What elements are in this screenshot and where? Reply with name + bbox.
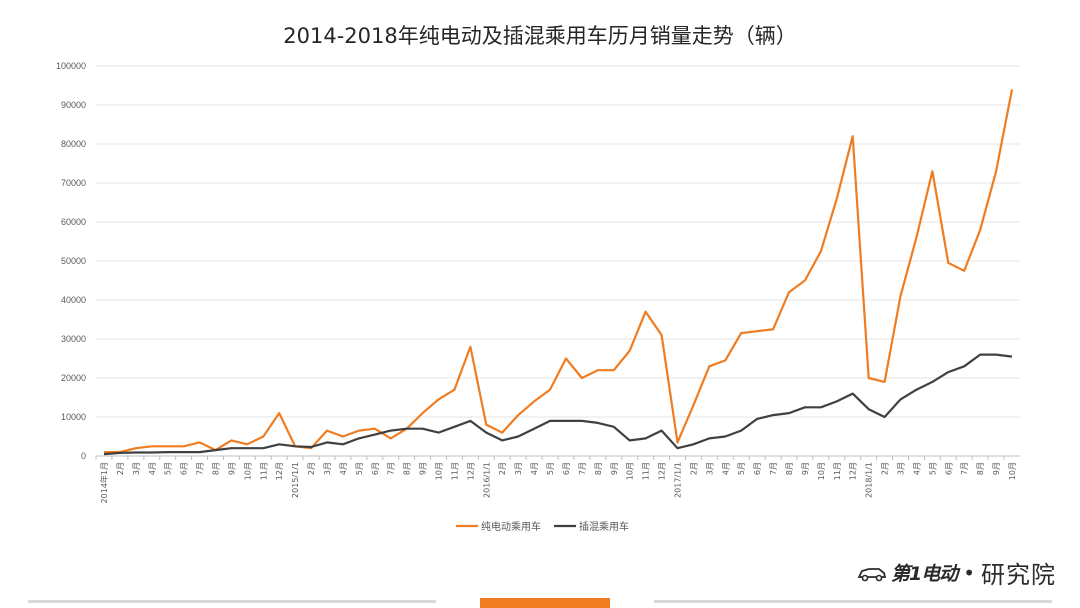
y-tick-label: 100000 bbox=[56, 61, 86, 71]
x-tick-label: 11月 bbox=[642, 462, 651, 480]
footer-rule-right bbox=[654, 600, 1052, 603]
x-tick-label: 3月 bbox=[514, 462, 523, 475]
chart-title: 2014-2018年纯电动及插混乘用车历月销量走势（辆） bbox=[283, 24, 797, 48]
x-tick-label: 7月 bbox=[387, 462, 396, 475]
x-tick-label: 11月 bbox=[450, 462, 459, 480]
x-tick-label: 3月 bbox=[705, 462, 714, 475]
x-tick-label: 2月 bbox=[881, 462, 890, 475]
x-tick-label: 2016/1/1 bbox=[482, 462, 491, 498]
x-tick-label: 8月 bbox=[976, 462, 985, 475]
x-tick-label: 8月 bbox=[785, 462, 794, 475]
x-tick-label: 12月 bbox=[849, 462, 858, 480]
x-tick-label: 12月 bbox=[275, 462, 284, 480]
x-tick-label: 2月 bbox=[307, 462, 316, 475]
x-tick-label: 9月 bbox=[992, 462, 1001, 475]
x-tick-label: 12月 bbox=[658, 462, 667, 480]
y-tick-label: 60000 bbox=[61, 217, 86, 227]
legend: 纯电动乘用车 插混乘用车 bbox=[456, 520, 629, 533]
y-axis-ticks: 0 10000 20000 30000 40000 50000 60000 70000 8000… bbox=[56, 61, 86, 461]
x-tick-label: 10月 bbox=[243, 462, 252, 480]
x-tick-label: 5月 bbox=[355, 462, 364, 475]
x-tick-label: 2017/1/1 bbox=[673, 462, 682, 498]
x-tick-label: 2月 bbox=[689, 462, 698, 475]
series-line-1 bbox=[104, 89, 1014, 454]
x-tick-label: 4月 bbox=[148, 462, 157, 475]
x-tick-label: 7月 bbox=[578, 462, 587, 475]
x-tick-label: 2018/1/1 bbox=[865, 462, 874, 498]
x-tick-label: 7月 bbox=[960, 462, 969, 475]
legend-label: 插混乘用车 bbox=[579, 520, 629, 533]
y-tick-label: 70000 bbox=[61, 178, 86, 188]
x-tick-label: 10月 bbox=[817, 462, 826, 480]
y-tick-label: 90000 bbox=[61, 100, 86, 110]
x-tick-label: 4月 bbox=[530, 462, 539, 475]
x-tick-label: 4月 bbox=[912, 462, 921, 475]
x-tick-label: 6月 bbox=[371, 462, 380, 475]
x-tick-label: 9月 bbox=[801, 462, 810, 475]
x-tick-label: 3月 bbox=[132, 462, 141, 475]
series-line-2 bbox=[103, 353, 1013, 456]
x-tick-label: 3月 bbox=[323, 462, 332, 475]
x-tick-label: 12月 bbox=[466, 462, 475, 480]
x-tick-label: 9月 bbox=[610, 462, 619, 475]
logo-separator: • bbox=[963, 560, 975, 585]
x-tick-label: 3月 bbox=[897, 462, 906, 475]
footer-accent-bar bbox=[480, 598, 610, 608]
x-tick-label: 6月 bbox=[562, 462, 571, 475]
x-tick-label: 7月 bbox=[196, 462, 205, 475]
x-tick-label: 5月 bbox=[164, 462, 173, 475]
x-tick-label: 6月 bbox=[753, 462, 762, 475]
x-tick-label: 2015/1/1 bbox=[291, 462, 300, 498]
y-tick-label: 80000 bbox=[61, 139, 86, 149]
publisher-logo: 第1电动 • 研究院 bbox=[857, 555, 1056, 590]
x-tick-label: 10月 bbox=[626, 462, 635, 480]
x-tick-label: 5月 bbox=[928, 462, 937, 475]
x-tick-label: 4月 bbox=[339, 462, 348, 475]
x-tick-label: 2月 bbox=[498, 462, 507, 475]
x-tick-label: 5月 bbox=[546, 462, 555, 475]
x-tick-label: 6月 bbox=[180, 462, 189, 475]
x-tick-label: 8月 bbox=[594, 462, 603, 475]
x-axis-ticks: 2014年1月 2月 3月 4月 5月 6月 7月 8月 9月 10月 11月 12月 2015/1/1… bbox=[95, 456, 1017, 503]
logo-brand: 第1电动 bbox=[890, 563, 958, 585]
x-tick-label: 4月 bbox=[721, 462, 730, 475]
y-tick-label: 20000 bbox=[61, 373, 86, 383]
x-tick-label: 11月 bbox=[259, 462, 268, 480]
legend-label: 纯电动乘用车 bbox=[481, 520, 541, 533]
y-tick-label: 0 bbox=[81, 451, 86, 461]
x-tick-label: 5月 bbox=[737, 462, 746, 475]
x-tick-label: 7月 bbox=[769, 462, 778, 475]
x-tick-label: 8月 bbox=[211, 462, 220, 475]
logo-institute: 研究院 bbox=[981, 561, 1056, 589]
x-tick-label: 2月 bbox=[116, 462, 125, 475]
footer-rule-left bbox=[28, 600, 436, 603]
y-tick-label: 30000 bbox=[61, 334, 86, 344]
x-tick-label: 2014年1月 bbox=[99, 462, 109, 503]
y-tick-label: 40000 bbox=[61, 295, 86, 305]
x-tick-label: 10月 bbox=[1008, 462, 1017, 480]
x-tick-label: 11月 bbox=[833, 462, 842, 480]
x-tick-label: 9月 bbox=[227, 462, 236, 475]
gridlines bbox=[96, 65, 1020, 457]
y-tick-label: 50000 bbox=[61, 256, 86, 266]
series-lines bbox=[103, 89, 1014, 456]
x-tick-label: 8月 bbox=[403, 462, 412, 475]
x-tick-label: 9月 bbox=[419, 462, 428, 475]
y-tick-label: 10000 bbox=[61, 412, 86, 422]
car-icon bbox=[857, 567, 887, 581]
x-tick-label: 10月 bbox=[435, 462, 444, 480]
x-tick-label: 6月 bbox=[944, 462, 953, 475]
